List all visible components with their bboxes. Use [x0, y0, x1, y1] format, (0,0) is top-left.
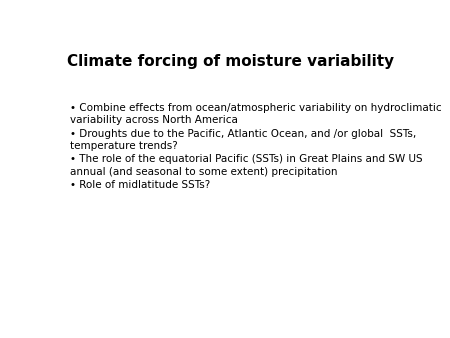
Text: • Role of midlatitude SSTs?: • Role of midlatitude SSTs? — [70, 180, 211, 190]
Text: • Combine effects from ocean/atmospheric variability on hydroclimatic
variabilit: • Combine effects from ocean/atmospheric… — [70, 103, 442, 125]
Text: Climate forcing of moisture variability: Climate forcing of moisture variability — [67, 54, 394, 69]
Text: • The role of the equatorial Pacific (SSTs) in Great Plains and SW US
annual (an: • The role of the equatorial Pacific (SS… — [70, 154, 423, 177]
Text: • Droughts due to the Pacific, Atlantic Ocean, and /or global  SSTs,
temperature: • Droughts due to the Pacific, Atlantic … — [70, 129, 416, 151]
